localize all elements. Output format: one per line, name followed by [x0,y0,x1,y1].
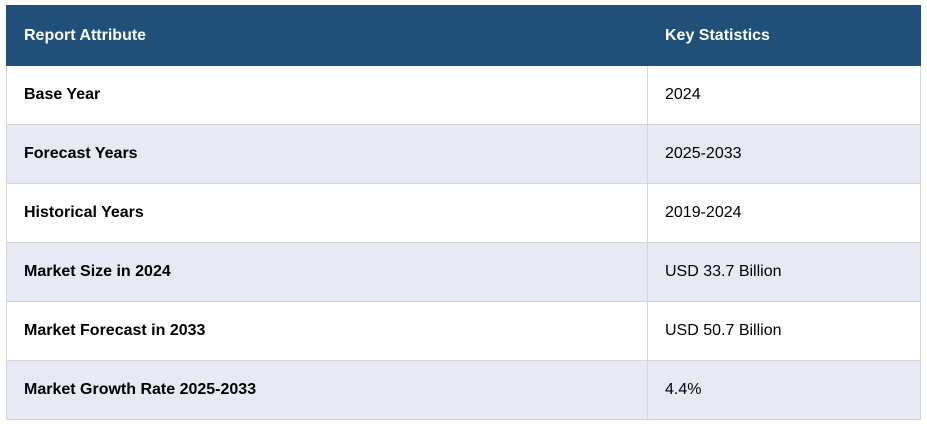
attribute-cell: Historical Years [6,183,648,243]
statistic-cell: USD 50.7 Billion [647,301,921,361]
table-row: Market Size in 2024 USD 33.7 Billion [6,242,921,302]
table-header: Report Attribute Key Statistics [6,5,921,66]
header-row: Report Attribute Key Statistics [6,5,921,66]
statistic-cell: 2019-2024 [647,183,921,243]
table-row: Market Growth Rate 2025-2033 4.4% [6,360,921,420]
table-row: Forecast Years 2025-2033 [6,124,921,184]
report-table: Report Attribute Key Statistics Base Yea… [6,5,921,420]
header-cell: Key Statistics [647,5,921,66]
table-row: Market Forecast in 2033 USD 50.7 Billion [6,301,921,361]
table-row: Base Year 2024 [6,65,921,125]
attribute-cell: Market Growth Rate 2025-2033 [6,360,648,420]
table-body: Base Year 2024 Forecast Years 2025-2033 Hist… [6,65,921,420]
attribute-cell: Market Forecast in 2033 [6,301,648,361]
statistic-cell: 4.4% [647,360,921,420]
statistic-cell: USD 33.7 Billion [647,242,921,302]
table-row: Historical Years 2019-2024 [6,183,921,243]
statistic-cell: 2024 [647,65,921,125]
attribute-cell: Base Year [6,65,648,125]
header-cell: Report Attribute [6,5,648,66]
statistic-cell: 2025-2033 [647,124,921,184]
attribute-cell: Market Size in 2024 [6,242,648,302]
attribute-cell: Forecast Years [6,124,648,184]
